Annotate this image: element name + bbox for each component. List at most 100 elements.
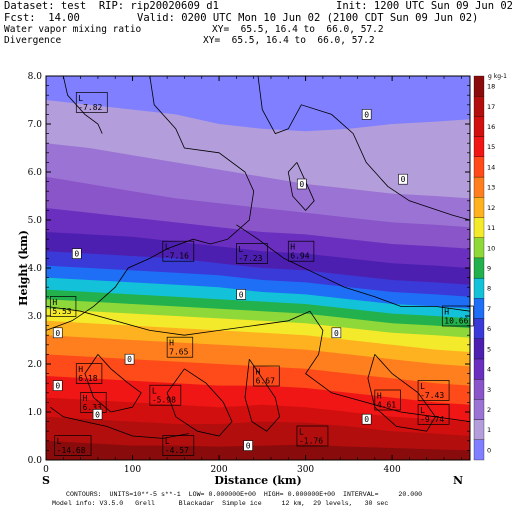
extremum-type-5: H bbox=[444, 308, 449, 317]
y-tick-label-5: 5.0 bbox=[28, 216, 43, 226]
colorbar-swatch-10 bbox=[473, 237, 485, 259]
extremum-box-13 bbox=[417, 404, 450, 425]
y-tick-label-6: 6.0 bbox=[28, 168, 43, 178]
x-tick-label-0: 0 bbox=[43, 465, 49, 475]
colorbar-label-5: 5 bbox=[487, 345, 491, 353]
extremum-box-12 bbox=[417, 380, 450, 401]
divergence-contour-9 bbox=[367, 354, 436, 432]
colorbar-swatch-9 bbox=[473, 257, 485, 279]
forecast-hour: Fcst: 14.00 bbox=[4, 12, 80, 24]
contour-label-4: 0 bbox=[239, 290, 244, 299]
y-tick-label-8: 8.0 bbox=[28, 72, 43, 82]
extremum-value-4: 5.53 bbox=[52, 307, 71, 316]
colorbar-label-10: 10 bbox=[487, 244, 495, 252]
colorbar-label-18: 18 bbox=[487, 83, 495, 91]
colorbar-units: g kg-1 bbox=[488, 73, 507, 80]
divergence-contour-2 bbox=[257, 76, 470, 221]
extremum-value-7: 6.18 bbox=[78, 374, 97, 383]
colorbar-swatch-18 bbox=[473, 75, 485, 97]
y-tick-label-1: 1.0 bbox=[28, 408, 43, 418]
contour-label-10: 0 bbox=[364, 415, 369, 424]
colorbar-swatch-5 bbox=[473, 338, 485, 360]
extremum-value-14: -14.68 bbox=[57, 446, 86, 455]
divergence-contour-4 bbox=[236, 224, 470, 312]
colorbar-label-17: 17 bbox=[487, 103, 495, 111]
colorbar-swatch-8 bbox=[473, 277, 485, 299]
extremum-value-11: 4.61 bbox=[377, 401, 396, 410]
contour-label-box-9 bbox=[92, 409, 103, 420]
south-endpoint-label: S bbox=[42, 474, 50, 487]
extremum-value-1: -7.16 bbox=[165, 252, 189, 261]
contour-label-0: 0 bbox=[364, 110, 369, 119]
colorbar-label-7: 7 bbox=[487, 305, 491, 313]
extremum-type-10: L bbox=[152, 387, 157, 396]
contour-label-9: 0 bbox=[95, 410, 100, 419]
extremum-value-12: -7.43 bbox=[420, 391, 444, 400]
extremum-box-5 bbox=[441, 305, 474, 327]
extremum-type-13: L bbox=[420, 406, 425, 415]
extremum-type-7: H bbox=[78, 365, 83, 374]
colorbar-label-16: 16 bbox=[487, 123, 495, 131]
extremum-value-16: -1.76 bbox=[299, 437, 323, 446]
extremum-type-4: H bbox=[52, 298, 57, 307]
extremum-type-3: H bbox=[290, 243, 295, 252]
colorbar-label-9: 9 bbox=[487, 265, 491, 273]
contour-label-box-2 bbox=[398, 173, 408, 185]
colorbar-label-0: 0 bbox=[487, 446, 491, 454]
extremum-type-6: H bbox=[169, 339, 174, 348]
extremum-box-4 bbox=[49, 296, 77, 317]
colorbar-label-13: 13 bbox=[487, 184, 495, 192]
extremum-box-16 bbox=[296, 425, 329, 447]
extremum-type-12: L bbox=[420, 382, 425, 391]
extremum-value-15: -4.57 bbox=[165, 446, 189, 455]
colorbar-swatch-6 bbox=[473, 318, 485, 339]
colorbar-label-12: 12 bbox=[487, 204, 495, 212]
y-tick-label-7: 7.0 bbox=[28, 120, 43, 130]
extremum-value-2: -7.23 bbox=[238, 254, 262, 263]
contour-label-1: 0 bbox=[299, 180, 304, 189]
contour-label-box-3 bbox=[71, 248, 82, 259]
contour-label-box-6 bbox=[52, 327, 63, 339]
divergence-contour-7 bbox=[166, 368, 233, 437]
colorbar-label-14: 14 bbox=[487, 163, 495, 171]
colorbar-swatch-17 bbox=[473, 96, 485, 117]
dataset-line: Dataset: test RIP: rip20020609 d1 bbox=[4, 0, 219, 12]
contour-label-box-10 bbox=[361, 413, 372, 425]
colorbar-swatch-7 bbox=[473, 298, 485, 319]
divergence-contour-5 bbox=[46, 306, 470, 422]
colorbar-swatch-13 bbox=[473, 176, 485, 198]
colorbar-label-3: 3 bbox=[487, 386, 491, 394]
y-tick-label-0: 0.0 bbox=[28, 456, 43, 466]
colorbar-swatch-16 bbox=[473, 116, 485, 137]
extremum-box-15 bbox=[162, 435, 195, 456]
extremum-type-9: H bbox=[83, 394, 88, 403]
extremum-type-14: L bbox=[57, 437, 62, 446]
colorbar-swatch-4 bbox=[473, 358, 485, 380]
extremum-type-2: L bbox=[238, 245, 243, 254]
mixing-ratio-shading bbox=[46, 76, 470, 460]
divergence-contour-1 bbox=[62, 76, 103, 134]
extremum-box-11 bbox=[374, 389, 401, 411]
extremum-type-8: H bbox=[256, 368, 261, 377]
contour-label-box-7 bbox=[124, 353, 135, 365]
contour-label-box-11 bbox=[243, 440, 253, 451]
extremum-box-6 bbox=[166, 336, 194, 358]
footer-model-info: Model info: V3.5.0 Grell Blackadar Simpl… bbox=[52, 500, 389, 507]
contour-label-box-8 bbox=[52, 380, 63, 391]
contour-label-6: 0 bbox=[55, 329, 60, 338]
colorbar-label-6: 6 bbox=[487, 325, 491, 333]
contour-label-5: 0 bbox=[334, 329, 339, 338]
contour-label-box-1 bbox=[296, 178, 307, 190]
contour-label-box-5 bbox=[331, 327, 342, 339]
init-time: Init: 1200 UTC Sun 09 Jun 02 bbox=[336, 0, 512, 12]
extremum-type-15: L bbox=[165, 437, 170, 446]
colorbar-label-1: 1 bbox=[487, 426, 491, 434]
mixing-ratio-band-18 bbox=[46, 440, 470, 460]
y-tick-label-2: 2.0 bbox=[28, 360, 43, 370]
contour-label-2: 0 bbox=[401, 175, 406, 184]
extremum-type-0: L bbox=[78, 94, 83, 103]
colorbar-swatch-3 bbox=[473, 379, 485, 400]
extremum-box-3 bbox=[287, 240, 315, 262]
contour-label-3: 0 bbox=[74, 250, 79, 259]
divergence-contour-0 bbox=[46, 76, 255, 331]
